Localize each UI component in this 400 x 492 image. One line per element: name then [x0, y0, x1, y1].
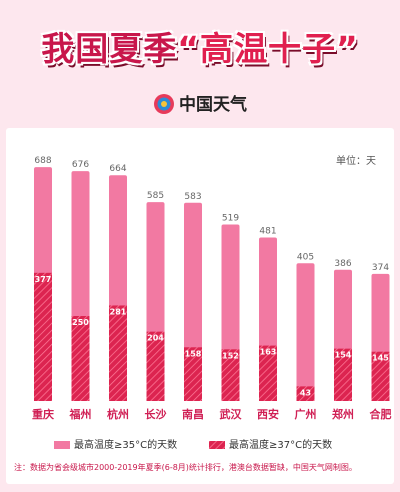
header: 我国夏季“高温十子” 中国天气 — [0, 0, 400, 128]
data-label-37: 158 — [185, 349, 202, 358]
legend-swatch-37 — [209, 441, 225, 449]
x-tick-label: 长沙 — [145, 407, 167, 421]
bar-37 — [296, 386, 315, 401]
bar-37 — [221, 349, 240, 401]
data-label-35: 386 — [334, 259, 351, 269]
data-label-37: 43 — [300, 388, 311, 397]
bar-37 — [184, 347, 202, 401]
legend-label-35: 最高温度≥35°C的天数 — [74, 440, 178, 451]
title-main: 我国夏季 — [41, 29, 178, 68]
bar-37 — [146, 331, 165, 401]
brand-name: 中国天气 — [179, 95, 247, 115]
bar-37 — [71, 316, 90, 401]
legend-label-37: 最高温度≥37°C的天数 — [229, 440, 333, 451]
data-label-35: 585 — [147, 191, 164, 201]
bar-37 — [109, 305, 127, 401]
weather-logo-icon — [154, 94, 174, 114]
unit-label: 单位：天 — [336, 156, 376, 167]
data-label-37: 163 — [260, 348, 277, 357]
data-label-37: 145 — [372, 354, 389, 363]
data-label-35: 481 — [259, 226, 276, 236]
data-label-37: 377 — [35, 275, 52, 284]
x-tick-label: 合肥 — [370, 407, 392, 421]
x-tick-label: 武汉 — [220, 407, 243, 421]
x-tick-label: 广州 — [295, 407, 317, 421]
x-tick-label: 重庆 — [32, 407, 54, 421]
chart-panel: 688 377 重庆 676 250 福州 664 281 杭州 585 204 长沙 583 158 南昌… — [6, 128, 394, 484]
data-label-37: 204 — [147, 334, 164, 343]
data-label-37: 154 — [335, 351, 352, 360]
data-label-37: 152 — [222, 351, 239, 360]
data-label-35: 519 — [222, 214, 239, 224]
title-highlight: “高温十子” — [177, 29, 359, 68]
legend-item-35: 最高温度≥35°C的天数 — [54, 436, 177, 451]
x-tick-label: 西安 — [257, 407, 279, 421]
bar-37 — [334, 348, 352, 401]
data-label-35: 676 — [72, 160, 89, 170]
footnote: 注：数据为省会级城市2000-2019年夏季(6-8月)统计排行，港澳台数据暂缺… — [14, 463, 357, 472]
bar-35 — [296, 263, 315, 401]
data-label-37: 250 — [72, 318, 89, 327]
legend-swatch-35 — [54, 441, 70, 449]
bar-37 — [259, 345, 277, 401]
data-label-35: 405 — [297, 252, 314, 262]
x-tick-label: 郑州 — [332, 407, 354, 421]
data-label-35: 374 — [372, 263, 389, 273]
x-tick-label: 杭州 — [107, 407, 129, 421]
bar-37 — [34, 272, 52, 401]
data-label-35: 583 — [184, 192, 201, 202]
legend-item-37: 最高温度≥37°C的天数 — [209, 436, 332, 451]
brand: 中国天气 — [0, 90, 400, 115]
data-label-37: 281 — [110, 307, 127, 316]
data-label-35: 664 — [109, 164, 126, 174]
data-label-35: 688 — [34, 156, 51, 166]
bar-chart: 688 377 重庆 676 250 福州 664 281 杭州 585 204 长沙 583 158 南昌… — [32, 156, 392, 421]
page-title: 我国夏季“高温十子” — [0, 22, 400, 70]
bar-37 — [371, 351, 390, 401]
x-tick-label: 福州 — [69, 407, 92, 421]
x-tick-label: 南昌 — [182, 407, 204, 421]
